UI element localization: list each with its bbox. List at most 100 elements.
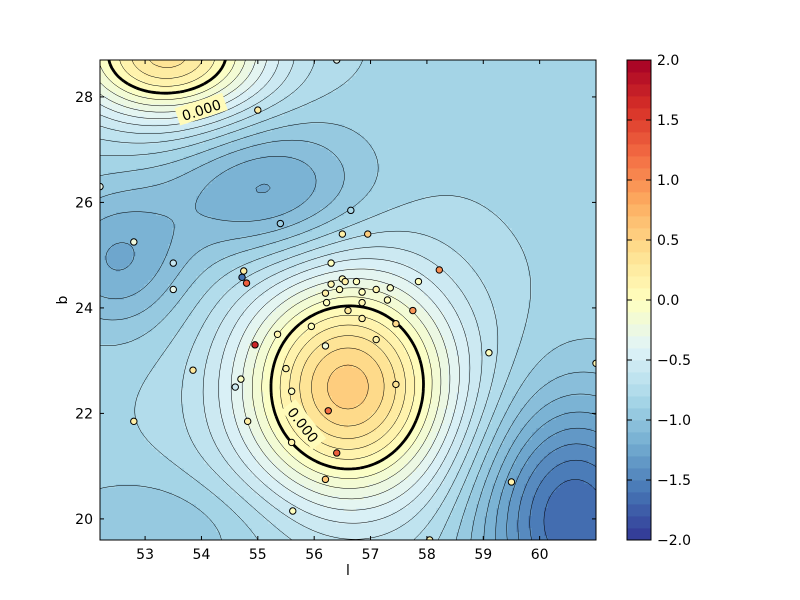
- field-cell: [488, 144, 493, 149]
- field-cell: [468, 176, 473, 181]
- field-cell: [156, 136, 161, 141]
- field-cell: [124, 68, 129, 73]
- field-cell: [516, 156, 521, 161]
- field-cell: [468, 216, 473, 221]
- field-cell: [452, 164, 457, 169]
- field-cell: [340, 136, 345, 141]
- field-cell: [404, 200, 409, 205]
- field-cell: [448, 144, 453, 149]
- field-cell: [572, 104, 577, 109]
- field-cell: [580, 216, 585, 221]
- field-cell: [396, 136, 401, 141]
- field-cell: [584, 196, 589, 201]
- field-cell: [320, 160, 325, 165]
- field-cell: [168, 160, 173, 165]
- field-cell: [228, 204, 233, 209]
- field-cell: [516, 216, 521, 221]
- field-cell: [360, 96, 365, 101]
- field-cell: [520, 176, 525, 181]
- field-cell: [564, 216, 569, 221]
- field-cell: [292, 152, 297, 157]
- field-cell: [272, 88, 277, 93]
- field-cell: [352, 144, 357, 149]
- field-cell: [388, 148, 393, 153]
- field-cell: [584, 180, 589, 185]
- field-cell: [376, 124, 381, 129]
- field-cell: [104, 148, 109, 153]
- field-cell: [300, 144, 305, 149]
- field-cell: [460, 152, 465, 157]
- field-cell: [496, 120, 501, 125]
- field-cell: [560, 76, 565, 81]
- field-cell: [172, 220, 177, 225]
- field-cell: [404, 60, 409, 65]
- field-cell: [152, 72, 157, 77]
- field-cell: [460, 88, 465, 93]
- field-cell: [428, 148, 433, 153]
- field-cell: [388, 204, 393, 209]
- field-cell: [220, 192, 225, 197]
- field-cell: [172, 88, 177, 93]
- field-cell: [312, 100, 317, 105]
- field-cell: [196, 196, 201, 201]
- field-cell: [208, 200, 213, 205]
- field-cell: [548, 196, 553, 201]
- field-cell: [364, 128, 369, 133]
- field-cell: [260, 204, 265, 209]
- field-cell: [476, 168, 481, 173]
- field-cell: [176, 148, 181, 153]
- field-cell: [216, 220, 221, 225]
- field-cell: [360, 80, 365, 85]
- field-cell: [568, 116, 573, 121]
- field-cell: [280, 80, 285, 85]
- field-cell: [236, 188, 241, 193]
- field-cell: [452, 196, 457, 201]
- field-cell: [228, 200, 233, 205]
- field-cell: [440, 212, 445, 217]
- field-cell: [476, 192, 481, 197]
- field-cell: [208, 68, 213, 73]
- field-cell: [508, 180, 513, 185]
- field-cell: [460, 100, 465, 105]
- field-cell: [500, 64, 505, 69]
- field-cell: [452, 96, 457, 101]
- field-cell: [336, 156, 341, 161]
- field-cell: [492, 68, 497, 73]
- field-cell: [212, 196, 217, 201]
- field-cell: [264, 204, 269, 209]
- field-cell: [156, 208, 161, 213]
- field-cell: [368, 184, 373, 189]
- field-cell: [264, 92, 269, 97]
- field-cell: [244, 204, 249, 209]
- field-cell: [232, 72, 237, 77]
- field-cell: [388, 160, 393, 165]
- field-cell: [160, 208, 165, 213]
- field-cell: [388, 64, 393, 69]
- field-cell: [448, 120, 453, 125]
- field-cell: [296, 120, 301, 125]
- field-cell: [368, 88, 373, 93]
- field-cell: [188, 156, 193, 161]
- field-cell: [116, 72, 121, 77]
- field-cell: [288, 76, 293, 81]
- field-cell: [504, 192, 509, 197]
- field-cell: [460, 188, 465, 193]
- field-cell: [560, 180, 565, 185]
- field-cell: [420, 136, 425, 141]
- field-cell: [296, 112, 301, 117]
- field-cell: [564, 60, 569, 65]
- field-cell: [392, 120, 397, 125]
- field-cell: [368, 120, 373, 125]
- field-cell: [164, 208, 169, 213]
- field-cell: [428, 180, 433, 185]
- field-cell: [520, 104, 525, 109]
- field-cell: [172, 136, 177, 141]
- field-cell: [372, 128, 377, 133]
- field-cell: [400, 156, 405, 161]
- field-cell: [504, 72, 509, 77]
- field-cell: [272, 96, 277, 101]
- field-cell: [128, 116, 133, 121]
- field-cell: [476, 64, 481, 69]
- field-cell: [468, 88, 473, 93]
- field-cell: [100, 204, 105, 209]
